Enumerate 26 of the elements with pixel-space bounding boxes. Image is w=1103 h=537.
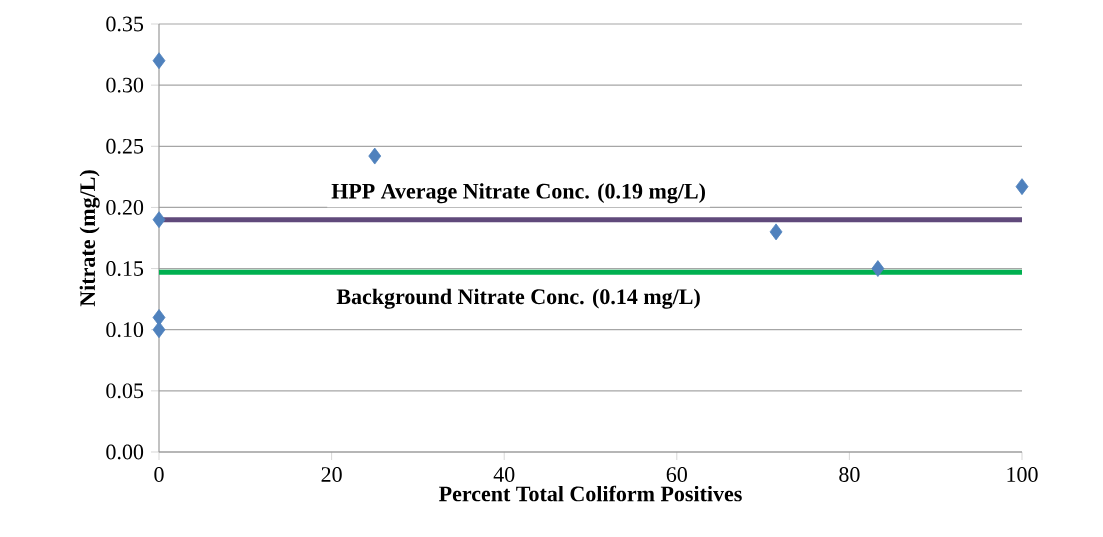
y-tick-label: 0.30 [106, 77, 144, 93]
y-axis-title: Nitrate (mg/L) [79, 170, 100, 307]
y-tick-label: 0.20 [106, 199, 144, 215]
y-tick-label: 0.25 [106, 138, 144, 154]
point [152, 211, 166, 229]
y-tick-label: 0.05 [106, 383, 144, 399]
x-tick-label: 100 [1007, 467, 1038, 482]
y-tick-label: 0.35 [106, 16, 144, 32]
point [871, 260, 885, 277]
x-axis-title: Percent Total Coliform Positives [439, 485, 742, 502]
y-tick-label: 0.10 [106, 322, 144, 338]
x-tick-label: 40 [493, 467, 515, 482]
point [1015, 178, 1029, 196]
x-tick-label: 20 [321, 467, 342, 482]
point [368, 147, 382, 165]
y-tick-label: 0.00 [106, 444, 144, 460]
point [152, 309, 166, 326]
point [152, 52, 166, 70]
x-tick-label: 60 [666, 467, 687, 482]
x-tick-label: 0 [154, 467, 164, 482]
ref-line-label: HPP Average Nitrate Conc. (0.19 mg/L) [331, 183, 705, 204]
point [769, 223, 783, 241]
x-tick-label: 80 [839, 467, 860, 482]
y-tick-label: 0.15 [106, 261, 144, 277]
point [152, 321, 166, 339]
ref-line-label: Background Nitrate Conc. (0.14 mg/L) [336, 288, 700, 309]
